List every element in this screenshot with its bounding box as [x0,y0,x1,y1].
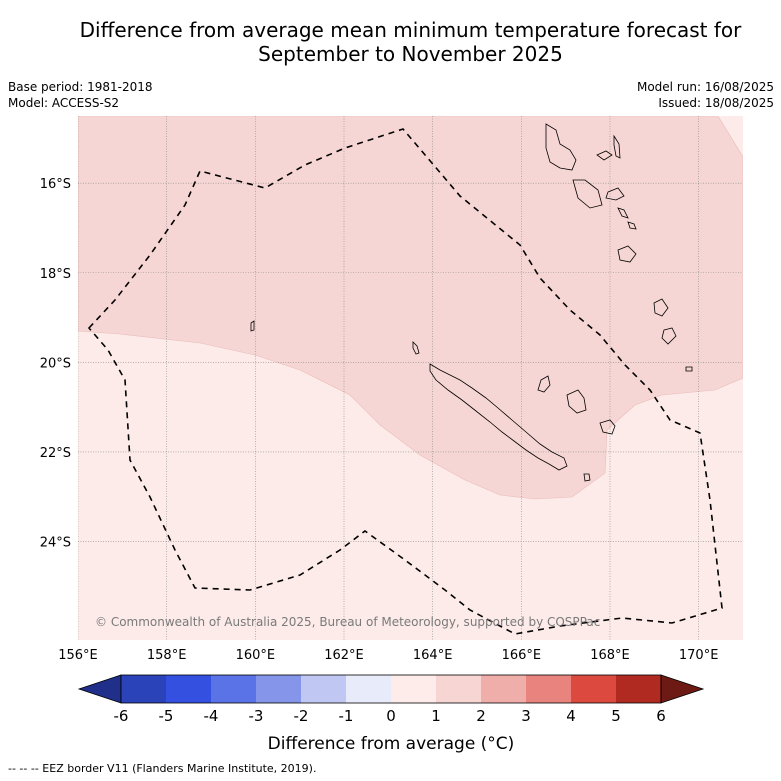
colorbar-tick-label: 6 [656,707,666,725]
belep-islands [412,341,420,355]
longitude-tick-label: 170°E [679,648,719,663]
colorbar-tick-label: -4 [204,707,219,725]
colorbar-segment [256,675,301,703]
aneityum-island [661,327,677,345]
longitude-tick-label: 162°E [324,648,364,663]
model-name: Model: ACCESS-S2 [8,96,120,110]
efate-island [605,187,625,201]
colorbar-tick-label: -3 [249,707,264,725]
latitude-tick-label: 24°S [40,535,71,550]
colorbar-tick-label: -2 [294,707,309,725]
longitude-tick-label: 164°E [413,648,453,663]
colorbar-tick-labels: -6 -5 -4 -3 -2 -1 0 1 2 3 4 5 6 [114,707,666,725]
colorbar-segment [346,675,391,703]
issued-date: Issued: 18/08/2025 [658,96,774,110]
latitude-tick-label: 16°S [40,177,71,192]
eez-border [87,128,723,635]
chart-title: Difference from average mean minimum tem… [0,18,781,66]
latitude-tick-label: 20°S [40,356,71,371]
land-masses [250,123,693,482]
colorbar-tick-label: 0 [386,707,396,725]
base-period: Base period: 1981-2018 [8,80,153,94]
colorbar-segment [121,675,166,703]
colorbar-tick-label: 4 [566,707,576,725]
ambae-island [596,150,613,161]
colorbar-segment [616,675,661,703]
erromango-island [617,245,637,263]
longitude-tick-label: 156°E [58,648,98,663]
longitude-tick-label: 166°E [502,648,542,663]
title-line-1: Difference from average mean minimum tem… [79,18,742,42]
meta-right: Model run: 16/08/2025 Issued: 18/08/2025 [637,79,774,111]
malekula-island [572,179,603,209]
colorbar-segment [391,675,436,703]
title-line-2: September to November 2025 [258,42,563,66]
longitude-tick-labels: 156°E 158°E 160°E 162°E 164°E 166°E 168°E 170°E [58,648,718,663]
eez-legend-note: -- -- -- EEZ border V11 (Flanders Marine… [8,762,317,775]
colorbar-tick-label: -6 [114,707,129,725]
colorbar [77,674,705,704]
colorbar-tick-label: 5 [611,707,621,725]
colorbar-segment [526,675,571,703]
espiritu-santo-island [545,123,577,171]
colorbar-segment [166,675,211,703]
colorbar-tick-label: 2 [476,707,486,725]
longitude-tick-label: 158°E [147,648,187,663]
colorbar-title: Difference from average (°C) [268,734,515,754]
latitude-tick-label: 22°S [40,446,71,461]
colorbar-tick-label: -5 [159,707,174,725]
latitude-tick-labels: 16°S 18°S 20°S 22°S 24°S [40,177,71,550]
colorbar-tick-label: -1 [339,707,354,725]
colorbar-extend-low [77,674,122,704]
colorbar-segment [436,675,481,703]
map-area: © Commonwealth of Australia 2025, Bureau… [78,116,743,640]
colorbar-tick-label: 3 [521,707,531,725]
copyright-notice: © Commonwealth of Australia 2025, Bureau… [95,615,600,629]
colorbar-segment [301,675,346,703]
small-vanuatu-islands [617,207,637,230]
latitude-tick-label: 18°S [40,267,71,282]
colorbar-outline [120,674,662,704]
anomaly-band-1-2 [78,116,743,500]
colorbar-segment [211,675,256,703]
lifou-island [566,389,587,414]
longitude-tick-label: 160°E [236,648,276,663]
meta-left: Base period: 1981-2018 Model: ACCESS-S2 [8,79,153,111]
ouvea-island [537,375,551,393]
colorbar-segment [481,675,526,703]
new-caledonia-island [429,363,568,471]
isle-of-pines [583,473,591,482]
graticule [78,116,743,640]
colorbar-extend-high [660,674,705,704]
chesterfield-reef [250,320,255,332]
model-run: Model run: 16/08/2025 [636,80,774,94]
loyalty-northeast-island [653,298,669,317]
colorbar-segment [571,675,616,703]
mare-island [599,419,616,435]
maewo-island [613,134,621,159]
longitude-tick-label: 168°E [590,648,630,663]
colorbar-tick-label: 1 [431,707,441,725]
matthew-island [685,366,693,372]
